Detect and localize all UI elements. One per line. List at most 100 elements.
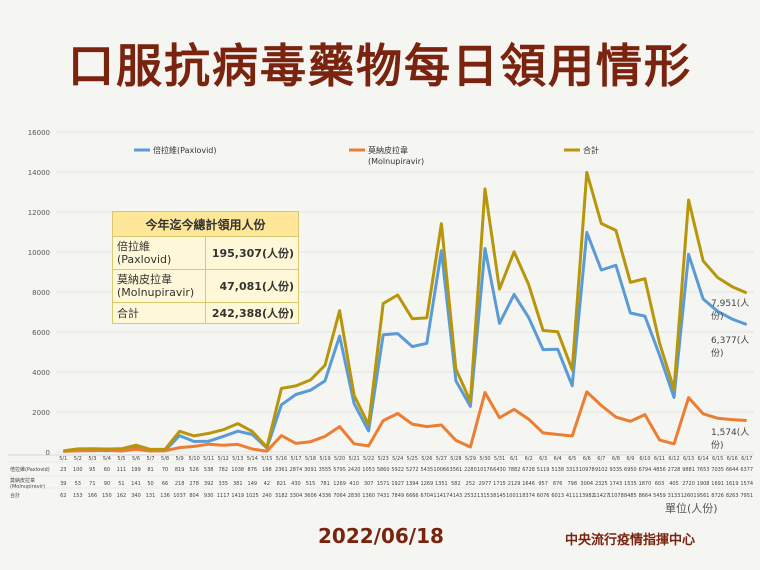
data-cell-molnupiravir: 1908 [697,481,710,487]
x-tick-label: 5/26 [421,456,432,462]
x-tick-label: 5/20 [334,456,345,462]
y-tick-label: 0 [46,449,50,457]
data-cell-paxlovid: 100 [73,467,83,473]
data-cell-total: 240 [262,493,272,499]
data-cell-molnupiravir: 1715 [493,481,506,487]
data-cell-paxlovid: 9335 [609,467,622,473]
data-cell-paxlovid: 3561 [450,467,463,473]
x-tick-label: 5/3 [88,456,96,462]
data-cell-paxlovid: 6377 [740,467,753,473]
data-cell-total: 9561 [697,493,710,499]
page-title: 口服抗病毒藥物每日領用情形 [68,39,692,93]
data-cell-molnupiravir: 252 [466,481,476,487]
legend-label: 倍拉維(Paxlovid) [153,145,217,155]
x-tick-label: 5/22 [363,456,374,462]
x-tick-label: 5/8 [161,456,169,462]
data-cell-molnupiravir: 39 [60,481,66,487]
data-cell-total: 340 [131,493,141,499]
data-cell-molnupiravir: 1351 [435,481,448,487]
data-cell-molnupiravir: 2720 [682,481,695,487]
series-line-molnupiravir [63,390,747,453]
data-cell-paxlovid: 6430 [493,467,506,473]
data-cell-paxlovid: 2420 [348,467,361,473]
x-tick-label: 5/6 [132,456,140,462]
x-tick-label: 6/13 [683,456,694,462]
summary-name-total: 合計 [112,302,206,324]
x-tick-label: 5/15 [261,456,272,462]
legend-label: (Molnupiravir) [368,157,424,166]
x-tick-label: 5/28 [450,456,461,462]
y-tick-label: 2000 [32,409,50,417]
series-line-total [63,170,748,453]
data-cell-molnupiravir: 3004 [580,481,593,487]
summary-name-molnupiravir: 莫納皮拉韋 (Molnupiravir) [112,269,206,303]
data-cell-total: 13982 [579,493,595,499]
data-cell-molnupiravir: 2129 [508,481,521,487]
data-cell-paxlovid: 95 [89,467,95,473]
data-cell-total: 11078 [608,493,624,499]
data-cell-paxlovid: 3555 [319,467,332,473]
data-cell-molnupiravir: 1646 [522,481,535,487]
data-cell-paxlovid: 2874 [290,467,303,473]
summary-row: 倍拉維 (Paxlovid) 195,307(人份) [112,236,299,270]
x-tick-label: 6/15 [712,456,723,462]
data-cell-total: 1025 [246,493,259,499]
summary-name-paxlovid: 倍拉維 (Paxlovid) [112,236,206,270]
y-tick-label: 6000 [32,329,50,337]
data-cell-paxlovid: 198 [262,467,272,473]
data-cell-paxlovid: 60 [104,467,110,473]
x-tick-label: 6/10 [639,456,650,462]
data-cell-molnupiravir: 53 [75,481,81,487]
data-cell-total: 8485 [624,493,637,499]
data-cell-molnupiravir: 798 [567,481,577,487]
x-tick-label: 6/1 [510,456,518,462]
data-cell-total: 6076 [537,493,550,499]
data-cell-total: 136 [160,493,170,499]
table-row-label: 合計 [10,492,20,499]
x-tick-label: 6/14 [697,456,708,462]
data-cell-paxlovid: 526 [189,467,199,473]
data-cell-molnupiravir: 410 [349,481,359,487]
data-cell-total: 4111 [566,493,579,499]
data-cell-total: 7064 [333,493,346,499]
data-cell-molnupiravir: 50 [147,481,153,487]
x-tick-label: 5/9 [176,456,184,462]
data-cell-molnupiravir: 149 [248,481,258,487]
x-tick-label: 5/4 [103,456,111,462]
data-cell-paxlovid: 4856 [653,467,666,473]
data-cell-paxlovid: 7035 [711,467,724,473]
table-row-label: 倍拉維(Paxlovid) [10,466,50,473]
data-cell-molnupiravir: 66 [162,481,168,487]
data-cell-total: 11427 [593,493,609,499]
data-cell-total: 3606 [304,493,317,499]
x-tick-label: 6/2 [525,456,533,462]
x-tick-label: 5/1 [59,456,67,462]
data-cell-total: 4143 [450,493,463,499]
data-cell-molnupiravir: 515 [306,481,316,487]
data-cell-molnupiravir: 71 [89,481,95,487]
data-cell-total: 6704 [420,493,433,499]
data-cell-paxlovid: 70 [162,467,168,473]
data-cell-total: 7431 [377,493,390,499]
end-label-total: 7,951(人份) [711,299,750,322]
summary-value-molnupiravir: 47,081(人份) [205,269,299,303]
data-cell-molnupiravir: 405 [669,481,679,487]
data-cell-molnupiravir: 2325 [595,481,608,487]
end-label-molnupiravir: 1,574(人份) [711,428,750,451]
data-cell-molnupiravir: 1691 [711,481,724,487]
data-cell-paxlovid: 9881 [682,467,695,473]
data-cell-total: 7951 [740,493,753,499]
data-cell-molnupiravir: 1269 [420,481,433,487]
data-cell-total: 131 [146,493,156,499]
data-cell-molnupiravir: 957 [538,481,548,487]
date-label: 2022/06/18 [318,524,444,548]
data-cell-molnupiravir: 2977 [479,481,492,487]
data-cell-paxlovid: 1038 [231,467,244,473]
x-tick-label: 5/14 [247,456,258,462]
x-tick-label: 5/23 [378,456,389,462]
data-cell-molnupiravir: 1535 [624,481,637,487]
data-cell-molnupiravir: 603 [655,481,665,487]
x-tick-label: 5/21 [348,456,359,462]
data-cell-total: 1419 [231,493,244,499]
data-cell-paxlovid: 10066 [433,467,449,473]
